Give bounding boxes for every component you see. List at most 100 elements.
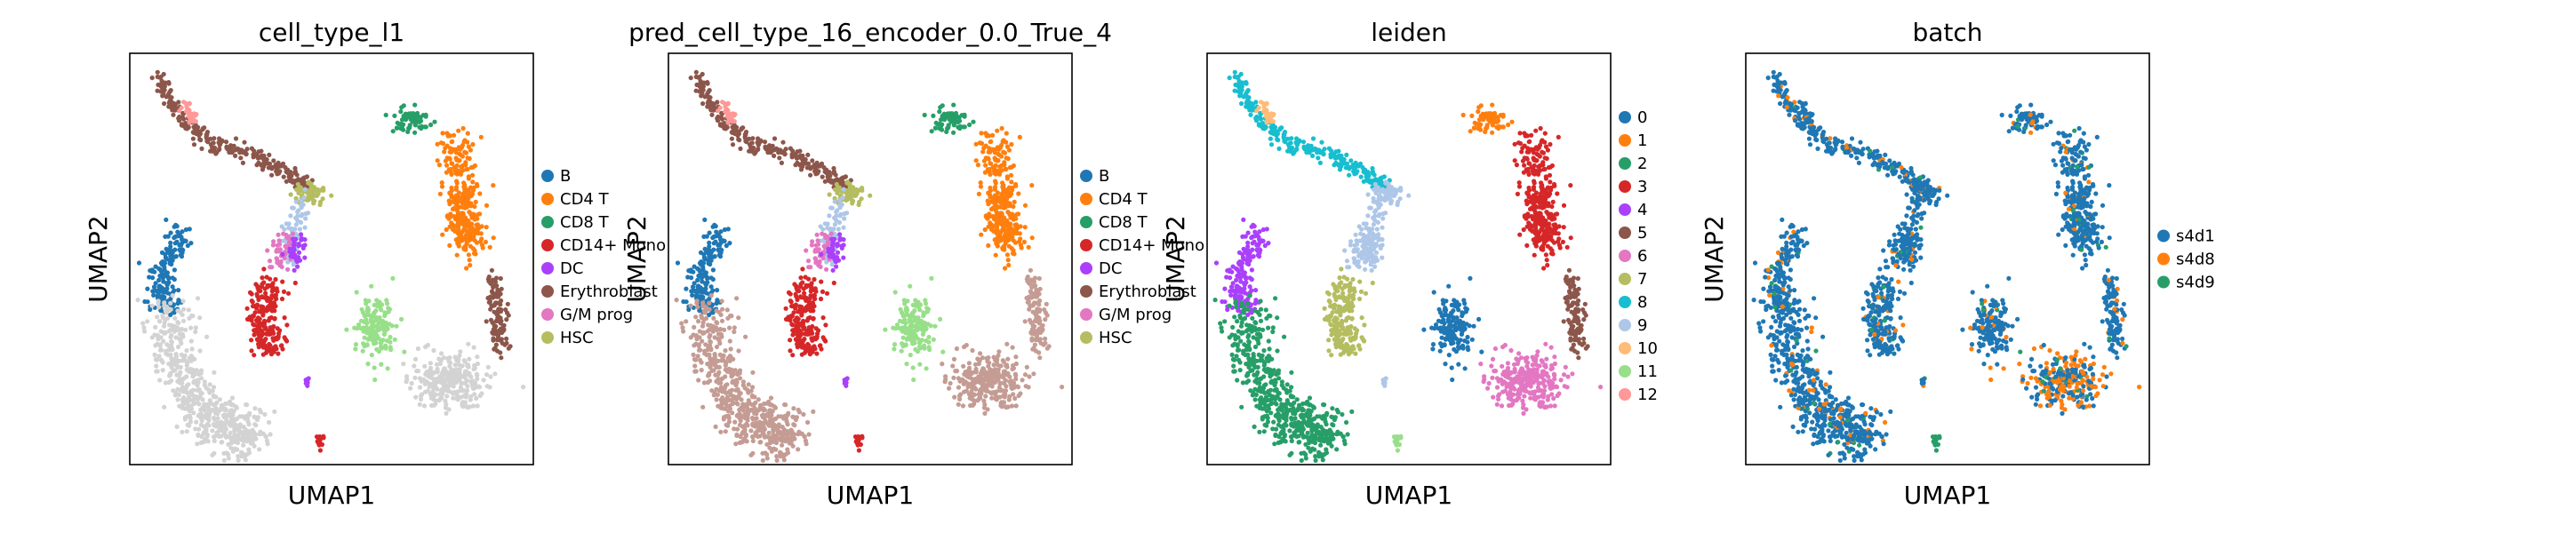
- data-point: [737, 370, 742, 376]
- data-point: [811, 409, 816, 414]
- data-point: [705, 100, 710, 106]
- data-point: [435, 379, 441, 385]
- data-point: [437, 191, 443, 196]
- data-point: [428, 361, 433, 366]
- data-point: [748, 452, 754, 457]
- data-point: [478, 134, 484, 139]
- data-point: [758, 440, 764, 445]
- data-point: [196, 296, 201, 301]
- data-point: [276, 232, 281, 237]
- data-point: [748, 428, 754, 434]
- data-point: [792, 305, 797, 310]
- data-point: [808, 172, 813, 178]
- data-point: [245, 419, 251, 425]
- data-point: [317, 202, 323, 208]
- data-point: [175, 344, 181, 350]
- data-point: [151, 292, 156, 298]
- data-point: [751, 145, 756, 151]
- data-point: [992, 187, 997, 192]
- data-point: [157, 273, 163, 279]
- data-point: [277, 169, 283, 174]
- data-point: [1009, 403, 1015, 409]
- data-point: [956, 118, 963, 123]
- data-point: [153, 343, 158, 348]
- data-point: [229, 408, 235, 413]
- data-point: [1021, 239, 1027, 244]
- data-point: [204, 432, 210, 438]
- data-point: [274, 286, 279, 291]
- data-point: [802, 290, 807, 296]
- data-point: [743, 432, 749, 438]
- data-point: [908, 353, 913, 358]
- data-point: [1013, 403, 1019, 409]
- data-point: [793, 291, 798, 297]
- data-point: [246, 447, 252, 452]
- data-point: [454, 252, 460, 258]
- data-point: [385, 338, 390, 344]
- data-point: [280, 279, 285, 284]
- data-point: [479, 224, 484, 229]
- data-point: [190, 119, 196, 124]
- data-point: [917, 362, 923, 367]
- data-point: [773, 416, 779, 421]
- data-point: [471, 345, 476, 350]
- data-point: [296, 208, 301, 213]
- data-point: [157, 343, 163, 348]
- data-point: [428, 395, 434, 401]
- data-point: [465, 370, 470, 376]
- data-point: [277, 328, 283, 333]
- data-point: [693, 69, 699, 75]
- data-point: [175, 397, 180, 402]
- data-point: [290, 231, 295, 236]
- data-point: [212, 417, 217, 422]
- data-point: [382, 313, 388, 319]
- data-point: [732, 426, 737, 432]
- data-point: [488, 374, 493, 379]
- legend-label: B: [560, 167, 571, 186]
- data-point: [1319, 139, 1324, 145]
- data-point: [695, 284, 700, 290]
- data-point: [818, 343, 823, 348]
- data-point: [434, 362, 440, 367]
- data-point: [192, 356, 197, 362]
- data-point: [829, 246, 835, 251]
- data-point: [468, 374, 474, 379]
- data-point: [464, 388, 470, 394]
- data-point: [842, 216, 847, 221]
- data-point: [703, 342, 708, 347]
- data-point: [329, 193, 334, 198]
- x-axis-label: UMAP1: [827, 481, 915, 510]
- data-point: [1268, 142, 1275, 147]
- data-point: [768, 437, 773, 442]
- data-point: [967, 395, 972, 401]
- data-point: [233, 153, 238, 158]
- data-point: [196, 413, 201, 418]
- data-point: [692, 343, 697, 348]
- data-point: [299, 203, 304, 208]
- data-point: [938, 105, 943, 110]
- data-point: [695, 75, 701, 80]
- data-point: [172, 105, 178, 110]
- data-point: [960, 403, 966, 409]
- data-point: [823, 322, 828, 328]
- data-point: [743, 334, 748, 339]
- data-point: [279, 296, 285, 302]
- data-point: [210, 428, 215, 434]
- data-point: [779, 414, 784, 419]
- data-point: [708, 261, 713, 267]
- data-point: [456, 227, 461, 232]
- data-point: [788, 338, 793, 343]
- data-point: [497, 290, 502, 295]
- data-point: [364, 324, 369, 330]
- data-point: [450, 391, 456, 396]
- data-point: [797, 304, 803, 309]
- data-point: [320, 196, 325, 202]
- data-point: [172, 361, 179, 366]
- data-point: [172, 288, 177, 293]
- data-point: [699, 314, 705, 321]
- data-point: [463, 234, 469, 239]
- data-point: [824, 266, 829, 272]
- data-point: [447, 202, 452, 207]
- data-point: [439, 351, 444, 356]
- data-point: [415, 115, 420, 120]
